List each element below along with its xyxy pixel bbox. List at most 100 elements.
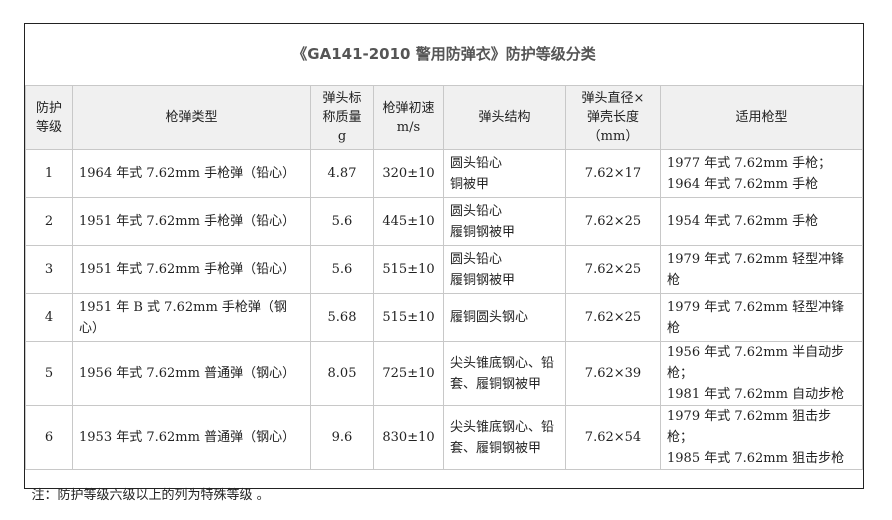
cell-line: 7.62×25 [572,211,654,232]
cell-line: 5.6 [317,259,367,280]
cell-line: 1951 年式 7.62mm 手枪弹（铅心） [79,259,304,280]
cell-line: 320±10 [380,163,437,184]
cell-line: 尖头锥底钢心、铅 [450,353,559,374]
column-header: 枪弹类型 [73,86,311,150]
cell-line: 圆头铅心 [450,153,559,174]
cell-line: 4 [32,307,66,328]
cell: 2 [26,198,73,246]
cell: 5.6 [311,198,374,246]
cell: 8.05 [311,342,374,406]
cell-line: 7.62×39 [572,363,654,384]
header-line: m/s [380,118,437,137]
cell-line: 3 [32,259,66,280]
cell: 圆头铅心履铜钢被甲 [444,198,566,246]
cell-line: 铜被甲 [450,174,559,195]
title-row: 《GA141-2010 警用防弹衣》防护等级分类 [26,24,863,86]
header-line: 弹头结构 [450,108,559,127]
cell: 圆头铅心履铜钢被甲 [444,246,566,294]
cell-line: 1951 年式 7.62mm 手枪弹（铅心） [79,211,304,232]
cell-line: 圆头铅心 [450,201,559,222]
cell-line: 1 [32,163,66,184]
cell: 1956 年式 7.62mm 普通弹（钢心） [73,342,311,406]
cell-line: 圆头铅心 [450,249,559,270]
cell: 515±10 [374,246,444,294]
cell-line: 1953 年式 7.62mm 普通弹（钢心） [79,427,304,448]
cell: 1979 年式 7.62mm 轻型冲锋枪 [661,294,863,342]
cell-line: 7.62×17 [572,163,654,184]
column-header: 弹头结构 [444,86,566,150]
cell-line: 515±10 [380,259,437,280]
cell: 1954 年式 7.62mm 手枪 [661,198,863,246]
cell-line: 9.6 [317,427,367,448]
cell: 5.68 [311,294,374,342]
header-line: g [317,127,367,146]
cell: 3 [26,246,73,294]
cell: 5.6 [311,246,374,294]
cell: 7.62×54 [566,406,661,470]
data-row: 1 1964 年式 7.62mm 手枪弹（铅心） 4.87 320±10 圆头铅心铜被甲… [26,150,863,198]
cell: 1979 年式 7.62mm 轻型冲锋枪 [661,246,863,294]
cell-line: 8.05 [317,363,367,384]
cell-line: 履铜圆头钢心 [450,307,559,328]
cell-line: 2 [32,211,66,232]
cell: 圆头铅心铜被甲 [444,150,566,198]
cell: 1977 年式 7.62mm 手枪；1964 年式 7.62mm 手枪 [661,150,863,198]
cell-line: 1985 年式 7.62mm 狙击步枪 [667,448,856,469]
header-line: （mm） [572,127,654,146]
cell-line: 5 [32,363,66,384]
cell-line: 7.62×54 [572,427,654,448]
note: 注：防护等级六级以上的列为特殊等级 。 [26,470,863,520]
cell-line: 1979 年式 7.62mm 轻型冲锋枪 [667,249,856,291]
data-row: 3 1951 年式 7.62mm 手枪弹（铅心） 5.6 515±10 圆头铅心履铜钢被… [26,246,863,294]
note-row: 注：防护等级六级以上的列为特殊等级 。 [26,470,863,520]
header-line: 弹头标 [317,89,367,108]
cell: 7.62×17 [566,150,661,198]
cell-line: 1964 年式 7.62mm 手枪弹（铅心） [79,163,304,184]
cell: 1956 年式 7.62mm 半自动步枪；1981 年式 7.62mm 自动步枪 [661,342,863,406]
cell: 7.62×25 [566,198,661,246]
header-line: 称质量 [317,108,367,127]
cell: 7.62×25 [566,246,661,294]
cell: 尖头锥底钢心、铅套、履铜钢被甲 [444,342,566,406]
cell: 1951 年式 7.62mm 手枪弹（铅心） [73,198,311,246]
cell-line: 4.87 [317,163,367,184]
cell-line: 515±10 [380,307,437,328]
cell: 4.87 [311,150,374,198]
cell: 1964 年式 7.62mm 手枪弹（铅心） [73,150,311,198]
header-line: 弹头直径× [572,89,654,108]
cell-line: 套、履铜钢被甲 [450,374,559,395]
cell-line: 1979 年式 7.62mm 轻型冲锋枪 [667,297,856,339]
header-line: 适用枪型 [667,108,856,127]
cell: 5 [26,342,73,406]
cell: 445±10 [374,198,444,246]
cell: 履铜圆头钢心 [444,294,566,342]
cell-line: 445±10 [380,211,437,232]
cell: 4 [26,294,73,342]
column-header: 适用枪型 [661,86,863,150]
cell-line: 尖头锥底钢心、铅 [450,417,559,438]
cell: 1953 年式 7.62mm 普通弹（钢心） [73,406,311,470]
cell-line: 7.62×25 [572,259,654,280]
cell: 830±10 [374,406,444,470]
cell-line: 7.62×25 [572,307,654,328]
cell-line: 1979 年式 7.62mm 狙击步枪； [667,406,856,448]
cell: 6 [26,406,73,470]
cell: 7.62×25 [566,294,661,342]
cell: 320±10 [374,150,444,198]
cell-line: 1964 年式 7.62mm 手枪 [667,174,856,195]
table-title: 《GA141-2010 警用防弹衣》防护等级分类 [26,24,863,86]
cell-line: 1954 年式 7.62mm 手枪 [667,211,856,232]
data-row: 2 1951 年式 7.62mm 手枪弹（铅心） 5.6 445±10 圆头铅心履铜钢被… [26,198,863,246]
cell: 1979 年式 7.62mm 狙击步枪；1985 年式 7.62mm 狙击步枪 [661,406,863,470]
cell-line: 1981 年式 7.62mm 自动步枪 [667,384,856,405]
cell: 尖头锥底钢心、铅套、履铜钢被甲 [444,406,566,470]
cell-line: 套、履铜钢被甲 [450,438,559,459]
column-header: 防护等级 [26,86,73,150]
cell-line: 6 [32,427,66,448]
